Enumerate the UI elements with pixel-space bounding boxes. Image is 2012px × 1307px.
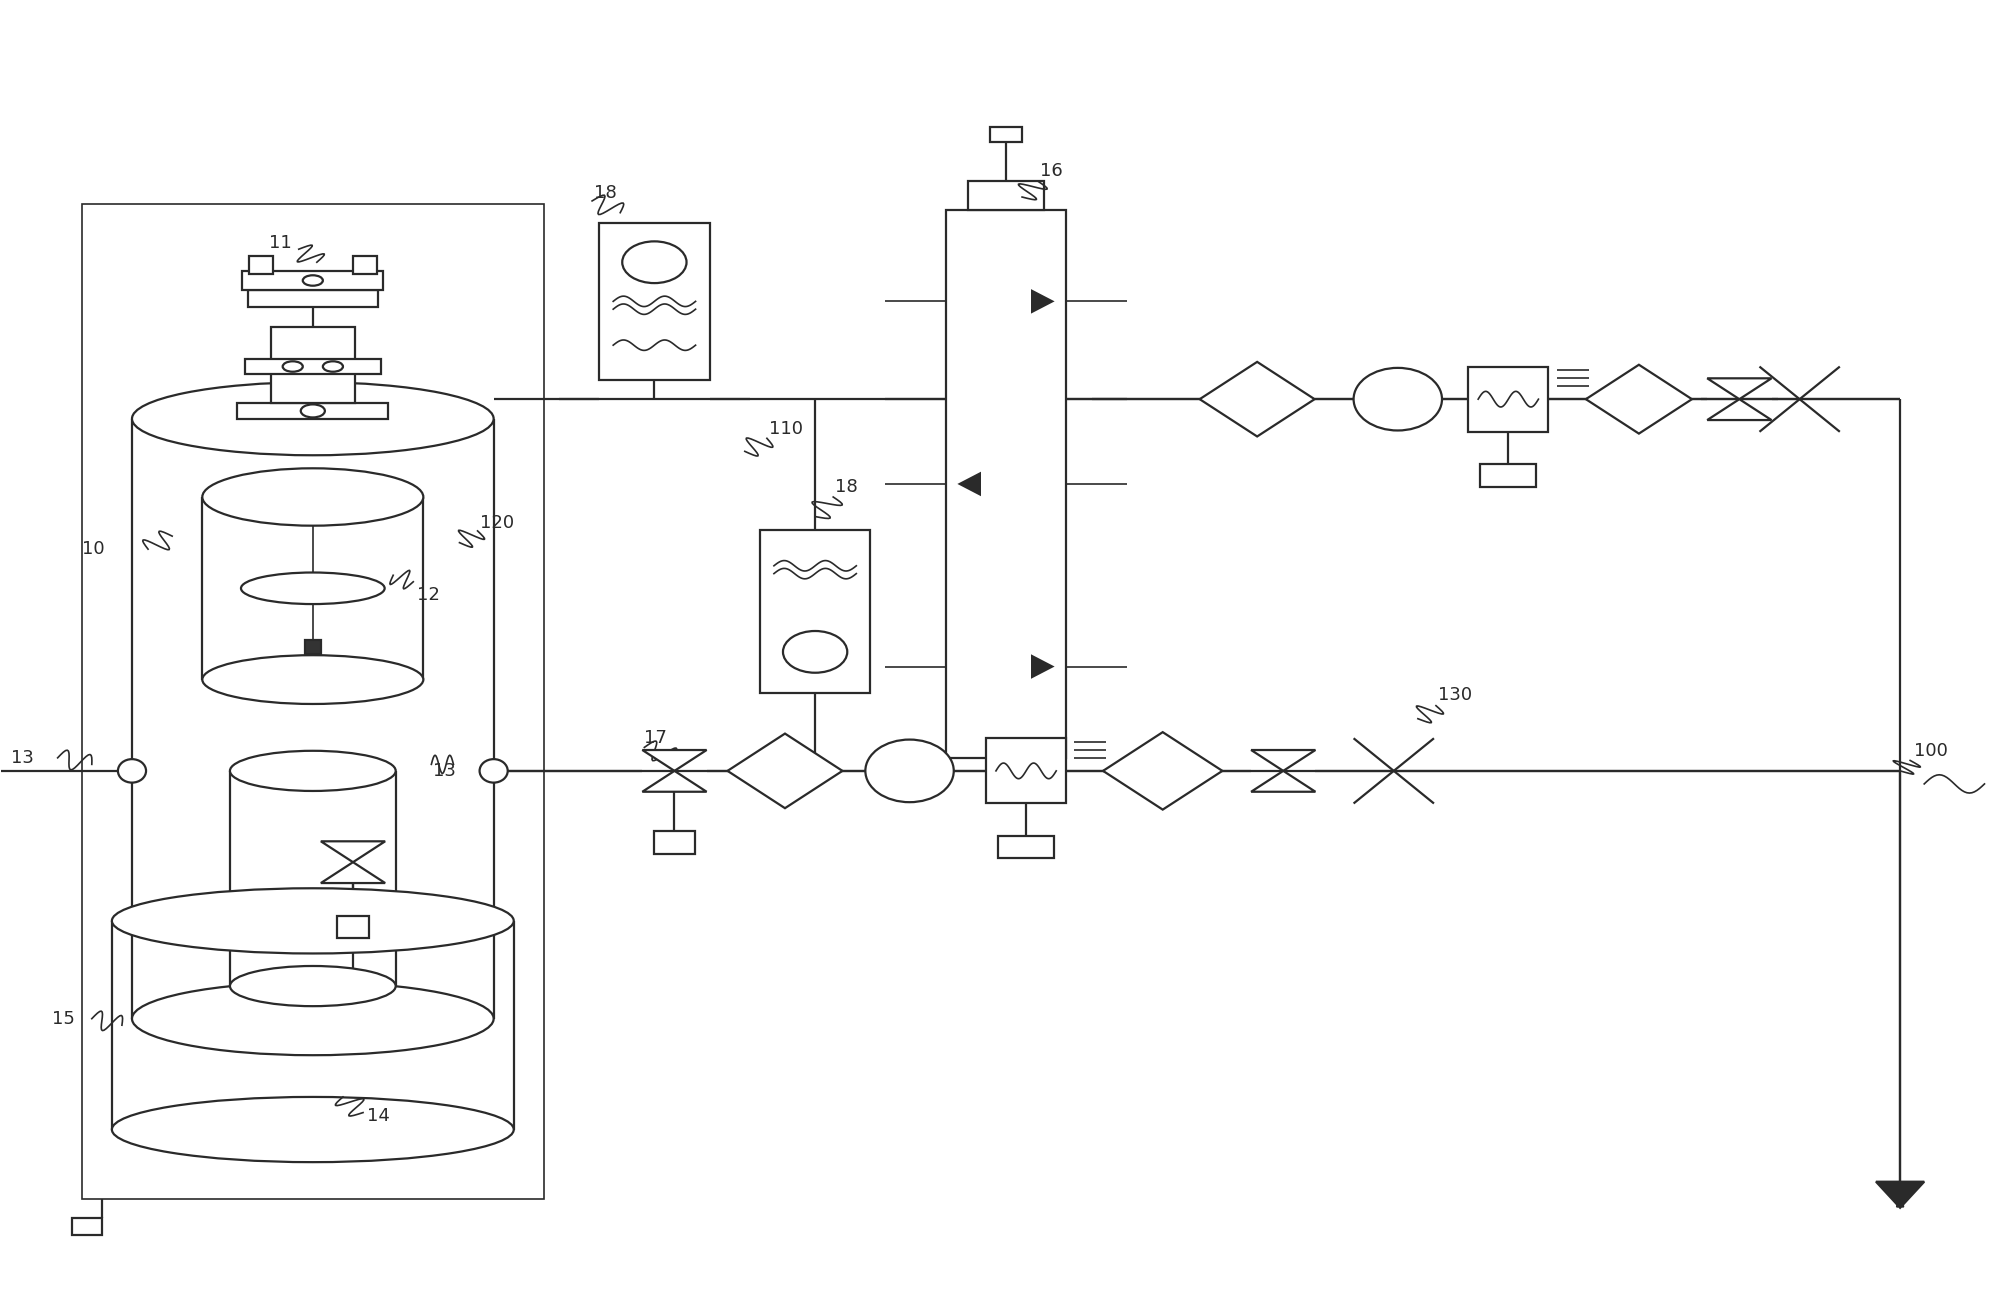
Bar: [249, 256, 274, 274]
Bar: [1481, 464, 1537, 486]
Ellipse shape: [113, 1097, 513, 1162]
Ellipse shape: [300, 404, 324, 417]
Polygon shape: [1875, 1182, 1923, 1208]
Polygon shape: [1251, 771, 1316, 792]
Polygon shape: [1199, 362, 1314, 437]
Ellipse shape: [241, 572, 384, 604]
Bar: [72, 1218, 103, 1235]
Polygon shape: [1032, 291, 1052, 312]
Text: 10: 10: [82, 540, 105, 558]
Polygon shape: [1708, 378, 1771, 399]
Bar: [761, 529, 871, 693]
Ellipse shape: [119, 759, 147, 783]
Bar: [237, 403, 388, 418]
Text: 13: 13: [12, 749, 34, 767]
Bar: [304, 640, 320, 654]
Text: 13: 13: [433, 762, 457, 780]
Polygon shape: [1103, 732, 1223, 809]
Bar: [946, 210, 1066, 758]
Ellipse shape: [1354, 367, 1443, 430]
Polygon shape: [320, 863, 384, 884]
Ellipse shape: [865, 740, 954, 802]
Text: 12: 12: [416, 586, 441, 604]
Bar: [352, 256, 376, 274]
Ellipse shape: [783, 631, 847, 673]
Ellipse shape: [203, 468, 423, 525]
Text: 130: 130: [1439, 686, 1473, 704]
Bar: [243, 272, 382, 290]
Text: 18: 18: [835, 477, 857, 495]
Bar: [245, 358, 380, 374]
Polygon shape: [642, 750, 706, 771]
Text: 120: 120: [479, 514, 513, 532]
Ellipse shape: [229, 966, 396, 1006]
Bar: [654, 831, 694, 855]
Text: 110: 110: [769, 420, 803, 438]
Bar: [968, 182, 1044, 210]
Text: 100: 100: [1913, 742, 1948, 761]
Ellipse shape: [203, 655, 423, 704]
Text: 18: 18: [594, 184, 618, 203]
Polygon shape: [1585, 365, 1692, 434]
Polygon shape: [960, 473, 980, 494]
Text: 17: 17: [644, 729, 668, 748]
Ellipse shape: [173, 1004, 453, 1047]
Bar: [82, 204, 543, 1199]
Text: 14: 14: [366, 1107, 390, 1125]
Polygon shape: [642, 771, 706, 792]
Ellipse shape: [282, 361, 302, 371]
Polygon shape: [1708, 399, 1771, 420]
Text: 15: 15: [52, 1010, 74, 1027]
Ellipse shape: [479, 759, 507, 783]
Ellipse shape: [113, 889, 513, 954]
Bar: [986, 738, 1066, 804]
Polygon shape: [1032, 656, 1052, 677]
Text: 16: 16: [1040, 162, 1062, 180]
Bar: [998, 836, 1054, 859]
Bar: [990, 127, 1022, 142]
Ellipse shape: [322, 361, 342, 371]
Text: 11: 11: [270, 234, 292, 252]
Ellipse shape: [133, 982, 493, 1055]
Ellipse shape: [229, 750, 396, 791]
Ellipse shape: [133, 382, 493, 455]
Bar: [1469, 366, 1549, 431]
Bar: [600, 223, 710, 379]
Ellipse shape: [302, 276, 322, 286]
Bar: [247, 290, 378, 307]
Polygon shape: [1251, 750, 1316, 771]
Ellipse shape: [622, 242, 686, 284]
Polygon shape: [320, 842, 384, 863]
Bar: [336, 916, 368, 938]
Bar: [272, 328, 354, 403]
Polygon shape: [728, 733, 843, 808]
